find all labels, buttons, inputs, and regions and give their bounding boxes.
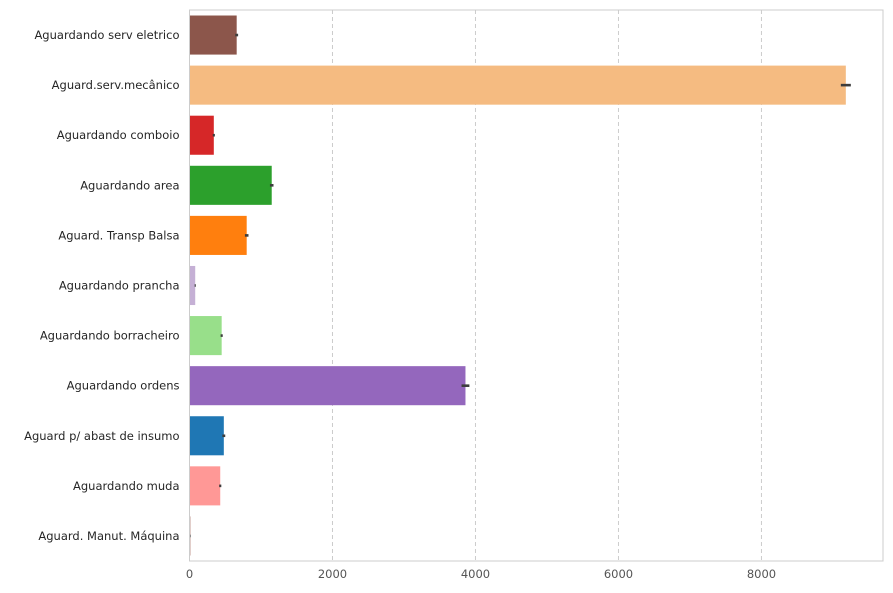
- y-tick-label: Aguard. Manut. Máquina: [38, 529, 179, 543]
- bar: [189, 15, 237, 55]
- bar: [189, 115, 214, 155]
- bar: [189, 65, 846, 105]
- y-tick-label: Aguardando prancha: [59, 279, 180, 293]
- x-tick-label: 4000: [461, 567, 490, 581]
- y-tick-label: Aguardando borracheiro: [40, 329, 180, 343]
- y-tick-label: Aguard. Transp Balsa: [58, 228, 179, 242]
- y-tick-label: Aguardando comboio: [57, 128, 180, 142]
- plot-frame: [189, 9, 884, 562]
- bar: [189, 316, 222, 356]
- y-tick-label: Aguard p/ abast de insumo: [24, 429, 179, 443]
- y-tick-label: Aguard.serv.mecânico: [52, 78, 180, 92]
- error-bars: [189, 33, 851, 538]
- y-tick-labels: Aguardando serv eletrico Aguard.serv.mecâ…: [24, 28, 179, 543]
- bar: [189, 165, 272, 205]
- x-tick-label: 2000: [318, 567, 347, 581]
- x-tick-label: 6000: [604, 567, 633, 581]
- bar: [189, 416, 224, 456]
- y-tick-label: Aguardando area: [80, 178, 179, 192]
- bar: [189, 215, 247, 255]
- x-tick-label: 0: [186, 567, 193, 581]
- bar: [189, 265, 196, 306]
- y-tick-label: Aguardando muda: [73, 479, 180, 493]
- y-tick-label: Aguardando ordens: [67, 379, 180, 393]
- bar: [189, 466, 221, 506]
- bar: [189, 366, 466, 406]
- y-tick-label: Aguardando serv eletrico: [34, 28, 179, 42]
- x-tick-labels: 0 2000 4000 6000 8000: [186, 567, 776, 581]
- bars: [189, 15, 846, 556]
- x-tick-label: 8000: [747, 567, 776, 581]
